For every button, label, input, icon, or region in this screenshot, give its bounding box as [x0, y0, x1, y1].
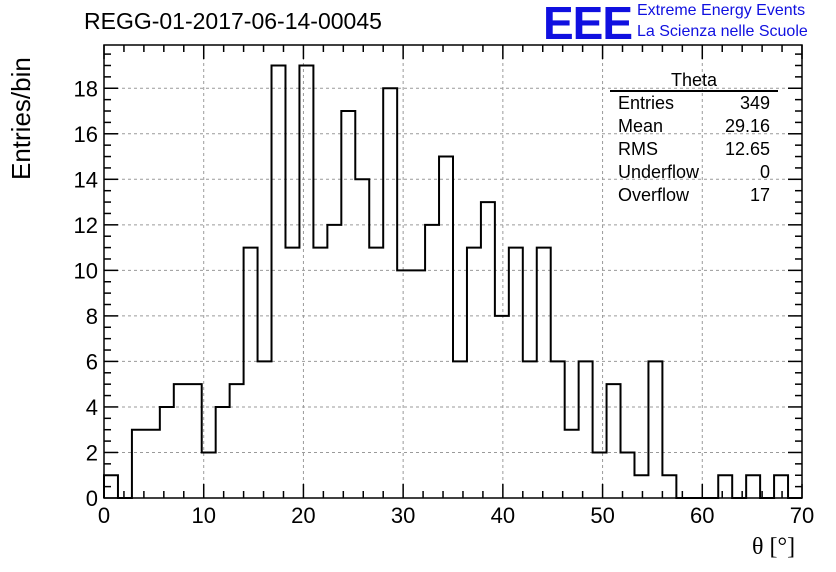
y-tick-label: 8 [86, 304, 98, 329]
stats-row-rms: RMS 12.65 [610, 138, 778, 161]
eee-logo-mark: EEE [543, 0, 633, 49]
x-tick-label: 0 [98, 503, 110, 528]
histogram-bin [327, 225, 341, 498]
y-tick-label: 6 [86, 349, 98, 374]
histogram-bin [160, 407, 174, 498]
eee-logo-line1: Extreme Energy Events [637, 2, 806, 19]
histogram-bin [537, 248, 551, 498]
x-tick-label: 30 [391, 503, 415, 528]
stats-label: Entries [618, 93, 675, 113]
histogram-bin [648, 361, 662, 498]
y-tick-label: 10 [74, 258, 98, 283]
histogram-bin [593, 452, 607, 498]
stats-label: Mean [618, 116, 664, 136]
axis-tick-labels: 0 10 20 30 40 50 60 70 0 2 4 6 8 10 12 14 16 18 [74, 76, 815, 528]
histogram-bin [467, 248, 481, 498]
histogram-bin [565, 430, 579, 498]
histogram-bin [230, 384, 244, 498]
stats-title: Theta [610, 70, 778, 92]
stats-label: Underflow [618, 162, 700, 182]
axis-ticks [103, 45, 803, 499]
eee-logo-line2: La Scienza nelle Scuole [637, 23, 808, 40]
histogram-bin [285, 248, 299, 498]
histogram-bin [746, 475, 760, 498]
chart-title: REGG-01-2017-06-14-00045 [84, 8, 382, 34]
histogram-bin [104, 475, 118, 498]
histogram-bin [774, 475, 788, 498]
histogram-bin [718, 475, 732, 498]
x-tick-label: 60 [690, 503, 714, 528]
histogram-bin [188, 384, 202, 498]
stats-label: Overflow [618, 185, 690, 205]
x-axis-label: θ [°] [752, 534, 796, 560]
histogram-bin [369, 248, 383, 498]
y-tick-label: 16 [74, 122, 98, 147]
y-tick-label: 18 [74, 76, 98, 101]
histogram-bin [341, 111, 355, 498]
y-tick-label: 14 [74, 167, 98, 192]
y-tick-label: 0 [86, 486, 98, 511]
x-tick-label: 40 [491, 503, 515, 528]
histogram-bin [202, 452, 216, 498]
y-tick-label: 12 [74, 213, 98, 238]
stats-row-underflow: Underflow 0 [610, 161, 778, 184]
histogram-bin [132, 430, 146, 498]
histogram-step-line [103, 64, 802, 499]
stats-value: 0 [759, 162, 770, 182]
stats-box: Theta Entries 349 Mean 29.16 RMS 12.65 U… [610, 70, 778, 207]
x-tick-label: 20 [291, 503, 315, 528]
histogram-bin [299, 65, 313, 498]
stats-value: 349 [739, 93, 770, 113]
histogram-bin [146, 430, 160, 498]
histogram-bin [579, 361, 593, 498]
histogram-bin [174, 384, 188, 498]
histogram-bin [481, 202, 495, 498]
stats-row-mean: Mean 29.16 [610, 115, 778, 138]
stats-label: RMS [618, 139, 658, 159]
histogram-bin [216, 407, 230, 498]
histogram-bin [383, 88, 397, 498]
x-tick-label: 70 [790, 503, 814, 528]
histogram-bin [607, 384, 621, 498]
stats-value: 12.65 [724, 139, 770, 159]
x-tick-label: 50 [590, 503, 614, 528]
histogram-bin [425, 225, 439, 498]
histogram-bin [662, 475, 676, 498]
histogram-bin [509, 248, 523, 498]
histogram-bin [355, 179, 369, 498]
histogram-bin [313, 248, 327, 498]
histogram-bin [621, 452, 635, 498]
stats-row-entries: Entries 349 [610, 92, 778, 115]
histogram-bin [634, 475, 648, 498]
y-axis-label: Entries/bin [6, 57, 36, 180]
y-tick-label: 4 [86, 395, 98, 420]
histogram-bin [244, 248, 258, 498]
y-tick-label: 2 [86, 440, 98, 465]
histogram-bin [258, 361, 272, 498]
histogram-bin [439, 157, 453, 498]
histogram-bin [495, 316, 509, 498]
histogram-bin [397, 270, 411, 498]
histogram-bin [551, 361, 565, 498]
x-tick-label: 10 [191, 503, 215, 528]
stats-value: 29.16 [724, 116, 770, 136]
plot-frame [103, 44, 803, 499]
histogram-bin [523, 361, 537, 498]
histogram-bin [272, 65, 286, 498]
stats-row-overflow: Overflow 17 [610, 184, 778, 207]
histogram-bin [453, 361, 467, 498]
stats-value: 17 [749, 185, 770, 205]
histogram-bin [411, 270, 425, 498]
